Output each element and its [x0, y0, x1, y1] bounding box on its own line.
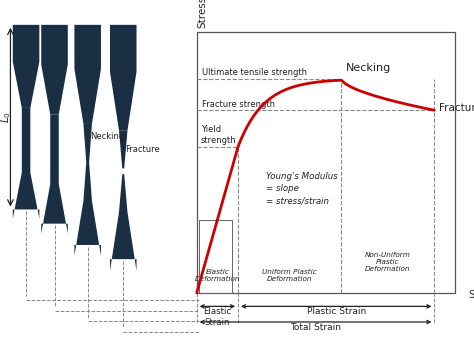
Text: Non-Uniform
Plastic
Deformation: Non-Uniform Plastic Deformation — [365, 252, 411, 272]
Text: $L_0$: $L_0$ — [0, 111, 13, 123]
Text: Stress: Stress — [197, 0, 208, 28]
Polygon shape — [13, 108, 39, 219]
Text: Fracture: Fracture — [439, 103, 474, 114]
Text: Yield
strength: Yield strength — [201, 125, 236, 145]
Text: Necking: Necking — [90, 132, 124, 141]
Polygon shape — [13, 25, 39, 108]
Text: Uniform Plastic
Deformation: Uniform Plastic Deformation — [263, 269, 317, 283]
Polygon shape — [41, 25, 68, 114]
Text: Young's Modulus
= slope
= stress/strain: Young's Modulus = slope = stress/strain — [266, 171, 338, 206]
Polygon shape — [74, 124, 101, 256]
Polygon shape — [74, 25, 101, 124]
Text: Elastic
Strain: Elastic Strain — [203, 307, 231, 327]
Text: Fracture strength: Fracture strength — [202, 100, 275, 109]
Text: Necking: Necking — [346, 62, 392, 72]
Polygon shape — [110, 174, 137, 271]
Text: Total Strain: Total Strain — [290, 323, 341, 332]
Polygon shape — [110, 25, 137, 130]
Bar — [197, 32, 455, 293]
Text: Strain: Strain — [468, 290, 474, 300]
Text: Fracture: Fracture — [126, 144, 160, 154]
Text: Plastic Strain: Plastic Strain — [307, 307, 366, 316]
Text: Ultimate tensile strength: Ultimate tensile strength — [202, 68, 307, 77]
Polygon shape — [41, 114, 68, 234]
Polygon shape — [119, 130, 128, 168]
Text: Elastic
Deformation: Elastic Deformation — [195, 269, 240, 283]
